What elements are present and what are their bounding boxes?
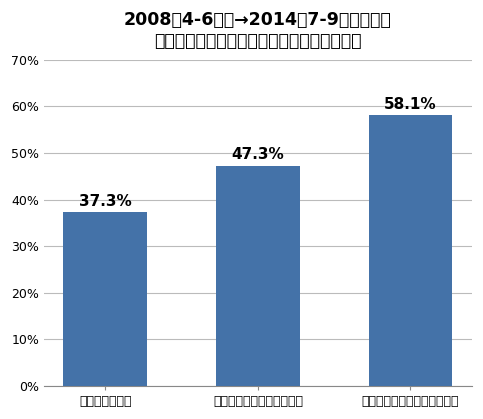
Text: 58.1%: 58.1% — [384, 97, 437, 112]
Text: 47.3%: 47.3% — [231, 147, 284, 162]
Text: 37.3%: 37.3% — [79, 194, 132, 209]
Bar — [369, 115, 453, 386]
Title: 2008年4-6月期→2014年7-9月期に至る
ビッグコミック系各紙の印刷証明部数減少率: 2008年4-6月期→2014年7-9月期に至る ビッグコミック系各紙の印刷証明… — [124, 11, 392, 50]
Bar — [216, 166, 300, 386]
Bar — [63, 212, 147, 386]
